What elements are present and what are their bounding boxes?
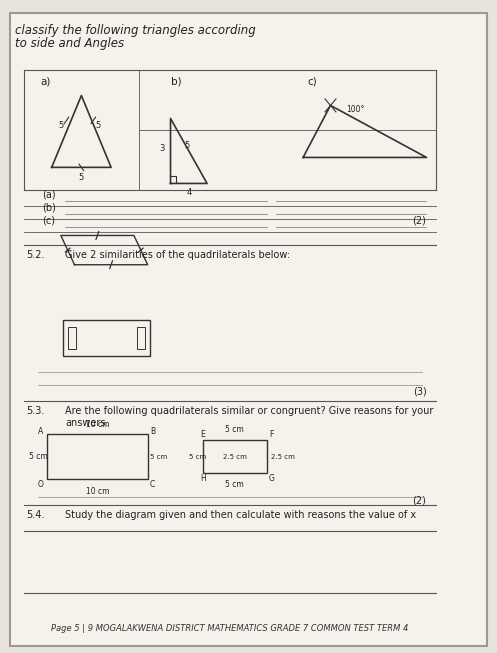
Text: 10 cm: 10 cm [85,421,109,429]
Text: (c): (c) [43,215,56,226]
Text: F: F [269,430,273,439]
Text: a): a) [40,76,51,86]
Text: 5: 5 [79,173,84,182]
Text: answers.: answers. [66,417,109,428]
Text: 5 cm: 5 cm [150,454,167,460]
Text: 3: 3 [160,144,165,153]
Text: 5 cm: 5 cm [29,452,48,461]
Bar [63,320,150,356]
Text: G: G [269,473,275,483]
Text: C: C [150,480,155,489]
Text: to side and Angles: to side and Angles [15,37,124,50]
Text: O: O [38,480,44,489]
Text: (3): (3) [413,387,426,397]
Bar [68,326,76,349]
Text: H: H [200,473,206,483]
Text: A: A [38,427,43,436]
Text: 5: 5 [95,121,100,130]
Text: B: B [150,427,155,436]
Text: 5 cm: 5 cm [189,454,206,460]
Text: 100°: 100° [346,105,365,114]
Text: 5 cm: 5 cm [225,480,244,489]
Text: Page 5 | 9 MOGALAKWENA DISTRICT MATHEMATICS GRADE 7 COMMON TEST TERM 4: Page 5 | 9 MOGALAKWENA DISTRICT MATHEMAT… [51,624,409,633]
Text: 2.5 cm: 2.5 cm [271,454,295,460]
Text: 5.4.: 5.4. [26,510,45,520]
Bar [202,440,266,473]
Text: (2): (2) [413,215,426,226]
Text: b): b) [170,76,181,86]
Text: 5: 5 [58,121,63,130]
Text: 2.5 cm: 2.5 cm [223,454,247,460]
Text: Study the diagram given and then calculate with reasons the value of x: Study the diagram given and then calcula… [66,510,416,520]
Text: (b): (b) [43,203,56,213]
Bar [47,434,148,479]
Text: classify the following triangles according: classify the following triangles accordi… [15,24,256,37]
Text: c): c) [308,76,318,86]
Text: 5 cm: 5 cm [225,426,244,434]
Text: 4: 4 [186,188,191,197]
Bar [137,326,146,349]
Text: (2): (2) [413,496,426,505]
Text: (a): (a) [43,190,56,200]
Text: E: E [200,430,205,439]
Text: 5: 5 [184,140,189,150]
Text: Give 2 similarities of the quadrilaterals below:: Give 2 similarities of the quadrilateral… [66,250,291,260]
Text: 5.2.: 5.2. [26,250,45,260]
Text: 10 cm: 10 cm [85,486,109,496]
Text: Are the following quadrilaterals similar or congruent? Give reasons for your: Are the following quadrilaterals similar… [66,406,434,416]
Text: 5.3.: 5.3. [26,406,45,416]
